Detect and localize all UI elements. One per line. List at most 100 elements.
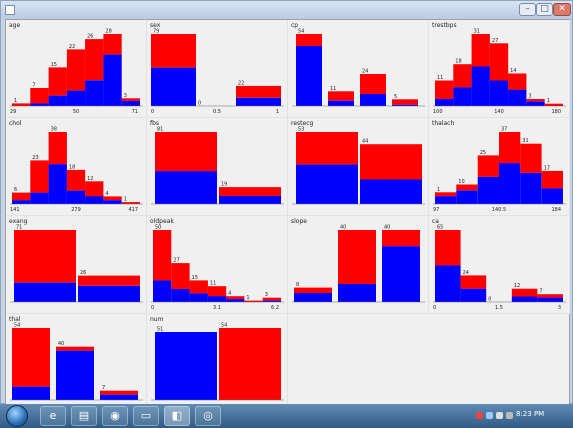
bar-label: 28	[105, 29, 111, 35]
volume-icon[interactable]	[496, 412, 503, 419]
bar-red-age-3	[66, 49, 86, 91]
bar-blue-chol-5	[103, 200, 122, 204]
histogram-panel-slope[interactable]: 8 40 40 slope	[288, 216, 429, 314]
bar-red-thalach-1	[456, 184, 478, 191]
bar-red-chol-1	[30, 160, 49, 193]
histogram-panel-ca[interactable]: 65 24 0 12 7 0 1.5 3 ca	[429, 216, 570, 314]
panel-title: slope	[291, 218, 307, 225]
bar-label: 65	[437, 225, 443, 231]
bar-label: 24	[463, 270, 469, 276]
bar-red-age-4	[85, 39, 104, 81]
histogram-chart-slope: 8 40 40	[292, 225, 425, 303]
histogram-chart-thal: 54 40 7	[10, 323, 143, 401]
taskbar-explorer-icon[interactable]: ▤	[71, 406, 97, 426]
bar-blue-trestbps-5	[526, 101, 545, 106]
bar-label: 0	[198, 101, 201, 107]
minimize-button[interactable]: –	[519, 3, 536, 16]
bar-label: 3	[124, 93, 127, 99]
bar-label: 4	[105, 191, 108, 197]
bar-red-restecg-0	[296, 132, 358, 165]
histogram-panel-thalach[interactable]: 1 10 25 37 31 17 97 140.5 184 thalach	[429, 118, 570, 216]
power-icon[interactable]	[506, 412, 513, 419]
histogram-panel-thal[interactable]: 54 40 7 thal	[6, 314, 147, 412]
bar-red-oldpeak-0	[153, 230, 172, 281]
bar-label: 50	[155, 225, 161, 231]
bar-red-trestbps-0	[435, 80, 454, 100]
start-button[interactable]	[6, 405, 28, 427]
bar-red-thal-2	[100, 390, 138, 395]
histogram-panel-sex[interactable]: 79 0 22 0 0.5 1 sex	[147, 20, 288, 118]
clock[interactable]: 8:23 PM	[516, 410, 545, 418]
bar-red-slope-0	[294, 287, 332, 293]
bar-label: 0	[488, 297, 491, 303]
tick-label: 3	[558, 305, 561, 311]
flag-icon[interactable]	[476, 412, 483, 419]
bar-blue-sex-0	[151, 67, 196, 106]
tick-label: 180	[551, 109, 561, 115]
close-button[interactable]: ✕	[553, 3, 571, 16]
bar-red-age-1	[30, 88, 49, 104]
histogram-panel-oldpeak[interactable]: 50 27 15 11 4 1 3 0 3.1 6.2 oldpeak	[147, 216, 288, 314]
tick-label: 0	[151, 305, 154, 311]
bar-red-ca-3	[511, 288, 538, 297]
bar-red-trestbps-6	[544, 103, 563, 106]
tick-label: 279	[71, 207, 81, 213]
bar-label: 4	[228, 291, 231, 297]
bar-blue-age-5	[103, 54, 122, 106]
taskbar-ie-icon[interactable]: e	[40, 406, 66, 426]
bar-red-trestbps-1	[453, 64, 472, 88]
bar-label: 5	[394, 94, 397, 100]
maximize-button[interactable]: □	[536, 3, 553, 16]
bar-blue-chol-3	[66, 190, 86, 204]
taskbar-app-icon-1[interactable]: ◧	[164, 406, 190, 426]
bar-red-ca-4	[537, 294, 563, 298]
taskbar-media-icon[interactable]: ◉	[102, 406, 128, 426]
histogram-panel-fbs[interactable]: 81 19 fbs	[147, 118, 288, 216]
bar-label: 1	[124, 197, 127, 203]
taskbar-app-icon-2[interactable]: ◎	[195, 406, 221, 426]
bar-label: 40	[58, 341, 64, 347]
histogram-chart-chol: 6 23 38 18 12 4 1 141 279 417	[10, 127, 143, 213]
bar-label: 1	[547, 98, 550, 104]
bar-red-oldpeak-3	[207, 286, 227, 297]
bar-red-cp-2	[360, 74, 386, 94]
histogram-panel-trestbps[interactable]: 11 18 31 27 14 3 1 100 140 180 trestbps	[429, 20, 570, 118]
histogram-panel-restecg[interactable]: 53 44 restecg	[288, 118, 429, 216]
bar-red-thal-1	[56, 346, 94, 351]
bar-blue-oldpeak-2	[189, 293, 208, 302]
bar-blue-thalach-5	[541, 188, 563, 204]
histogram-chart-num: 51 54	[151, 323, 284, 401]
bar-blue-age-1	[30, 103, 49, 106]
histogram-panel-cp[interactable]: 54 11 24 5 cp	[288, 20, 429, 118]
histogram-panel-chol[interactable]: 6 23 38 18 12 4 1 141 279 417 chol	[6, 118, 147, 216]
bar-blue-trestbps-2	[471, 66, 490, 106]
histogram-panel-num[interactable]: 51 54 num	[147, 314, 288, 412]
bar-blue-oldpeak-0	[153, 280, 172, 302]
panel-title: trestbps	[432, 22, 457, 29]
bar-label: 54	[298, 29, 304, 35]
bar-blue-num-0	[155, 332, 217, 400]
bar-label: 51	[157, 327, 163, 333]
bar-blue-chol-1	[30, 192, 49, 204]
bar-blue-trestbps-1	[453, 87, 472, 106]
histogram-panel-exang[interactable]: 71 26 exang	[6, 216, 147, 314]
bar-red-trestbps-5	[526, 99, 545, 102]
taskbar-tool-icon[interactable]: ▭	[133, 406, 159, 426]
bar-red-cp-3	[392, 99, 418, 105]
bar-label: 15	[192, 275, 198, 281]
bar-label: 31	[474, 29, 480, 35]
panel-title: thalach	[432, 120, 455, 127]
bar-label: 25	[480, 150, 486, 156]
bar-blue-chol-0	[12, 200, 31, 204]
bar-red-chol-3	[66, 169, 86, 191]
bar-red-num-1	[219, 328, 281, 400]
title-bar[interactable]: – □ ✕	[1, 1, 572, 19]
bar-label: 79	[153, 29, 159, 35]
histogram-chart-restecg: 53 44	[292, 127, 425, 205]
network-icon[interactable]	[486, 412, 493, 419]
bar-blue-thal-2	[100, 394, 138, 400]
bar-label: 22	[238, 80, 244, 86]
histogram-chart-cp: 54 11 24 5	[292, 29, 425, 107]
histogram-panel-age[interactable]: 1 7 15 22 26 28 3 29 50 71 age	[6, 20, 147, 118]
bar-blue-cp-0	[296, 46, 322, 106]
